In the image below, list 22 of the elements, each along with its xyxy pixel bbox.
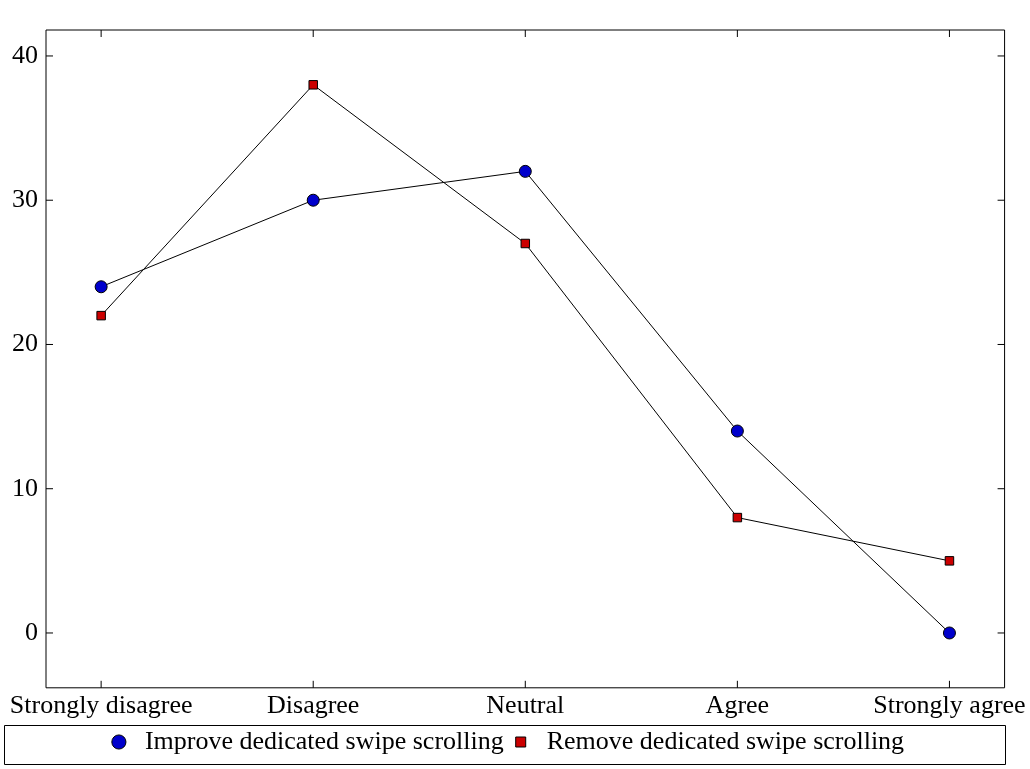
point: [944, 556, 955, 566]
y-tick-label: 10: [12, 472, 38, 502]
x-tick-label: Strongly disagree: [9, 690, 193, 720]
legend-label: Remove dedicated swipe scrolling: [546, 725, 905, 755]
point: [520, 238, 531, 249]
legend-label: Improve dedicated swipe scrolling: [144, 725, 504, 755]
y-tick-label: 30: [12, 184, 38, 214]
x-tick-label: Strongly agree: [873, 690, 1026, 720]
y-tick-label: 40: [12, 39, 38, 69]
point: [306, 193, 320, 207]
x-tick-label: Neutral: [486, 690, 565, 720]
y-tick-label: 0: [25, 616, 38, 646]
point: [730, 424, 744, 438]
y-tick-label: 20: [12, 328, 38, 358]
x-tick-label: Agree: [705, 690, 770, 720]
point: [96, 310, 106, 321]
point: [942, 626, 956, 640]
point: [94, 280, 108, 294]
point: [732, 512, 743, 523]
x-tick-label: Disagree: [267, 690, 360, 720]
point: [518, 164, 532, 178]
point: [308, 80, 318, 90]
